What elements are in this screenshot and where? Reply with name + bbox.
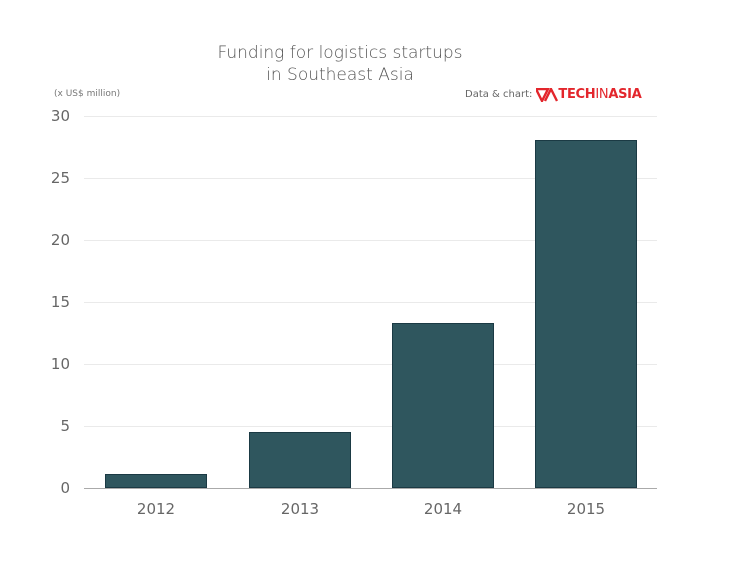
gridline <box>84 116 657 117</box>
x-tick-label: 2014 <box>423 500 463 518</box>
x-tick-label: 2015 <box>566 500 606 518</box>
y-tick-label: 10 <box>50 355 70 373</box>
gridline <box>84 364 657 365</box>
bar-2014 <box>392 323 494 488</box>
y-tick-label: 20 <box>50 231 70 249</box>
gridline <box>84 426 657 427</box>
techinasia-logo: TECH IN ASIA <box>536 87 642 102</box>
y-tick-label: 30 <box>50 107 70 125</box>
bar-2012 <box>105 474 207 488</box>
x-tick-label: 2012 <box>136 500 176 518</box>
x-tick-label: 2013 <box>280 500 320 518</box>
bar-2013 <box>249 432 351 488</box>
chart-title: Funding for logistics startups in Southe… <box>170 42 510 86</box>
y-tick-label: 15 <box>50 293 70 311</box>
y-tick-label: 25 <box>50 169 70 187</box>
credit: Data & chart: TECH IN ASIA <box>465 87 642 102</box>
bar-2015 <box>535 139 637 488</box>
gridline <box>84 240 657 241</box>
gridline <box>84 178 657 179</box>
title-line-2: in Southeast Asia <box>266 65 414 85</box>
gridline <box>84 302 657 303</box>
title-line-1: Funding for logistics startups <box>217 43 463 63</box>
y-tick-label: 0 <box>60 479 70 497</box>
y-axis-unit-label: (x US$ million) <box>54 89 121 99</box>
y-tick-label: 5 <box>60 417 70 435</box>
techinasia-logo-icon <box>536 87 559 102</box>
credit-text: Data & chart: <box>465 89 533 100</box>
plot-area: 0 5 10 15 20 25 30 2012 2013 2014 2015 <box>51 107 657 518</box>
x-axis-line <box>84 488 657 489</box>
